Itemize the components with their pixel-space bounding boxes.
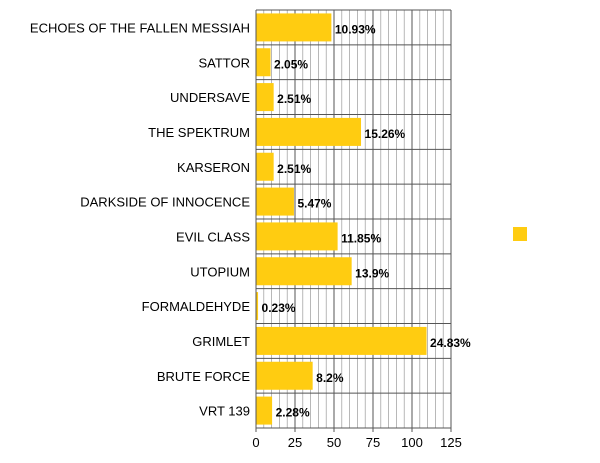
tick-label: 50 xyxy=(327,435,341,450)
category-label: EVIL CLASS xyxy=(176,229,250,244)
tick-label: 75 xyxy=(366,435,380,450)
data-label: 2.51% xyxy=(277,162,311,176)
tick-label: 25 xyxy=(288,435,302,450)
legend-swatch xyxy=(513,227,527,241)
data-label: 2.28% xyxy=(276,406,310,420)
bar xyxy=(256,396,273,425)
tick-label: 0 xyxy=(252,435,259,450)
tick-label: 125 xyxy=(440,435,462,450)
category-label: BRUTE FORCE xyxy=(157,369,251,384)
category-label: UTOPIUM xyxy=(190,264,250,279)
tick-label: 100 xyxy=(401,435,423,450)
data-label: 24.83% xyxy=(430,336,471,350)
grid xyxy=(255,9,452,429)
data-label: 2.51% xyxy=(277,92,311,106)
data-label: 5.47% xyxy=(297,197,331,211)
category-label: VRT 139 xyxy=(199,404,250,419)
data-label: 2.05% xyxy=(274,57,308,71)
x-axis: 0 25 50 75 100 125 xyxy=(252,428,462,450)
bar xyxy=(256,222,338,251)
bar xyxy=(256,117,362,146)
category-label: DARKSIDE OF INNOCENCE xyxy=(80,195,250,210)
data-label: 8.2% xyxy=(316,371,344,385)
legend xyxy=(513,227,527,241)
data-label: 10.93% xyxy=(335,22,376,36)
category-label: ECHOES OF THE FALLEN MESSIAH xyxy=(30,20,250,35)
category-label: FORMALDEHYDE xyxy=(142,299,251,314)
bars: 10.93% 2.05% 2.51% 15.26% 2.51% 5.47% 11.85% 13… xyxy=(256,13,471,425)
bar xyxy=(256,13,332,42)
data-label: 13.9% xyxy=(355,266,389,280)
category-label: SATTOR xyxy=(198,55,250,70)
category-label: KARSERON xyxy=(177,160,250,175)
bar xyxy=(256,257,352,286)
bar xyxy=(256,187,294,216)
bar xyxy=(256,361,313,390)
data-label: 11.85% xyxy=(341,231,381,245)
bar xyxy=(256,326,427,355)
bar xyxy=(256,48,271,77)
bar xyxy=(256,152,274,181)
category-label: GRIMLET xyxy=(192,334,250,349)
bar xyxy=(256,292,259,321)
data-label: 0.23% xyxy=(262,301,296,315)
bar xyxy=(256,83,274,112)
data-label: 15.26% xyxy=(365,127,406,141)
category-labels: ECHOES OF THE FALLEN MESSIAH SATTOR UNDERS… xyxy=(30,20,250,418)
category-label: UNDERSAVE xyxy=(170,90,250,105)
category-label: THE SPEKTRUM xyxy=(148,125,250,140)
